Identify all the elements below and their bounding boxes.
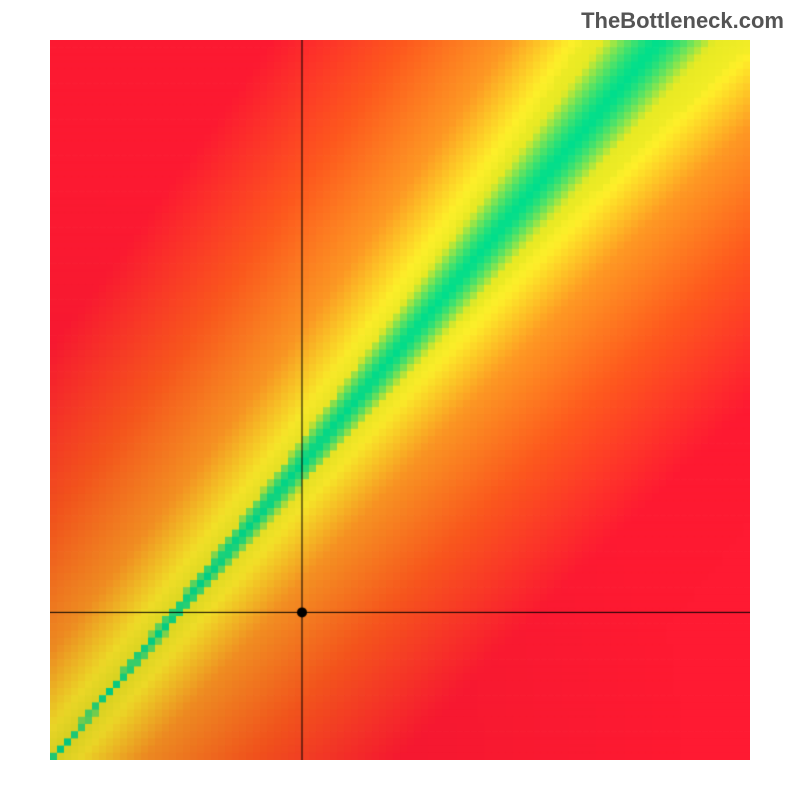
bottleneck-heatmap [50, 40, 750, 760]
heatmap-canvas [50, 40, 750, 760]
watermark-text: TheBottleneck.com [581, 8, 784, 34]
